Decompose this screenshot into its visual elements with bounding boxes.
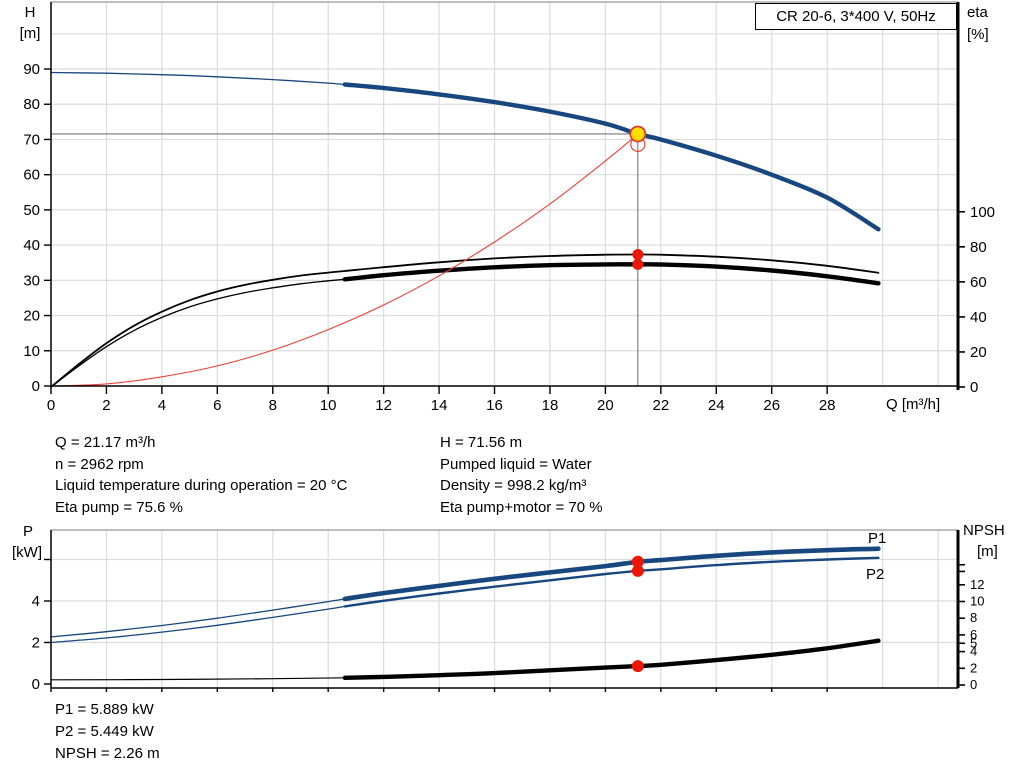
- duty-point-marker[interactable]: [629, 125, 647, 143]
- curve-NPSH: [342, 638, 881, 680]
- curve-head-thin: [50, 71, 346, 86]
- p2-dot: [631, 564, 644, 577]
- axis-tick-label: 20: [597, 397, 614, 414]
- curve-P1: [342, 546, 881, 602]
- h-axis-unit: [m]: [19, 25, 41, 42]
- curve-P1-thin: [50, 598, 346, 638]
- axis-tick-label: 10: [970, 594, 984, 609]
- eta-axis-unit: [%]: [967, 26, 989, 43]
- axis-tick-label: 22: [652, 397, 669, 414]
- axis-tick-label: 0: [970, 379, 978, 396]
- axis-tick-label: 20: [23, 308, 40, 325]
- duty-info-left: Q = 21.17 m³/h n = 2962 rpm Liquid tempe…: [55, 432, 347, 518]
- curve-P2-thin: [50, 605, 346, 644]
- axis-tick-label: 70: [23, 131, 40, 148]
- info-line: Eta pump = 75.6 %: [55, 498, 183, 516]
- axis-tick-label: 90: [23, 61, 40, 78]
- axis-tick-label: 5: [970, 635, 977, 650]
- curve-P2: [343, 556, 880, 608]
- axis-tick-label: 2: [32, 635, 40, 652]
- axis-tick-label: 50: [23, 202, 40, 219]
- axis-tick-label: 8: [269, 397, 277, 414]
- curve-NPSH-thin: [50, 677, 346, 681]
- series-label-P1: P1: [868, 530, 886, 547]
- axis-tick-label: 0: [32, 676, 40, 693]
- info-line: P1 = 5.889 kW: [55, 701, 154, 718]
- eta-pump-dot: [632, 249, 644, 261]
- axis-tick-label: 28: [819, 397, 836, 414]
- axis-tick-label: 6: [970, 627, 977, 642]
- axis-tick-label: 8: [970, 610, 977, 625]
- curve-head: [342, 82, 881, 232]
- axis-tick-label: 40: [23, 237, 40, 254]
- axis-tick-label: 10: [320, 397, 337, 414]
- axis-tick-label: 60: [23, 167, 40, 184]
- duty-info-right: H = 71.56 m Pumped liquid = Water Densit…: [440, 432, 603, 518]
- axis-tick-label: 24: [708, 397, 725, 414]
- axis-tick-label: 60: [970, 274, 987, 291]
- info-line: Liquid temperature during operation = 20…: [55, 477, 348, 494]
- p-axis-label: P: [22, 523, 33, 540]
- axis-tick-label: 20: [970, 344, 987, 361]
- info-line: Eta pump+motor = 70 %: [440, 498, 603, 516]
- axis-tick-label: 2: [970, 660, 977, 675]
- power-info: P1 = 5.889 kW P2 = 5.449 kW NPSH = 2.26 …: [55, 699, 160, 765]
- axis-tick-label: 26: [763, 397, 780, 414]
- curve-eta-pump-motor-thin: [50, 278, 346, 388]
- npsh-axis-unit: [m]: [977, 543, 998, 560]
- axis-tick-label: 4: [32, 593, 40, 610]
- info-line: Pumped liquid = Water: [440, 455, 592, 473]
- axis-tick-label: 2: [102, 397, 110, 414]
- npsh-axis-label: NPSH: [963, 522, 1005, 539]
- info-line: NPSH = 2.26 m: [55, 745, 160, 762]
- axis-tick-label: 80: [970, 239, 987, 256]
- axis-tick-label: 12: [970, 577, 984, 592]
- eta-pump-motor-dot: [632, 258, 644, 270]
- series-label-P2: P2: [866, 566, 884, 583]
- axis-tick-label: 12: [375, 397, 392, 414]
- info-line: P2 = 5.449 kW: [55, 723, 154, 740]
- axis-tick-label: 4: [158, 397, 166, 414]
- eta-axis-label: eta: [967, 4, 988, 21]
- axis-tick-label: 80: [23, 96, 40, 113]
- axis-tick-label: 0: [970, 677, 977, 692]
- info-line: Density = 998.2 kg/m³: [440, 477, 587, 494]
- axis-tick-label: 30: [23, 272, 40, 289]
- h-axis-label: H: [24, 4, 36, 21]
- q-axis-label: Q [m³/h]: [886, 396, 941, 413]
- curve-eta-pump: [50, 253, 880, 388]
- axis-tick-label: 6: [213, 397, 221, 414]
- p1-dot: [631, 555, 644, 568]
- info-line: H = 71.56 m: [440, 434, 523, 451]
- axis-tick-label: 4: [970, 644, 977, 659]
- axis-tick-label: 18: [542, 397, 559, 414]
- axis-tick-label: 0: [47, 397, 55, 414]
- axis-tick-label: 100: [970, 204, 995, 221]
- axis-tick-label: 10: [23, 343, 40, 360]
- info-line: Q = 21.17 m³/h: [55, 434, 156, 451]
- axis-tick-label: 14: [431, 397, 448, 414]
- curve-system-curve: [50, 133, 639, 387]
- axis-tick-label: 16: [486, 397, 503, 414]
- curve-eta-pump-motor: [342, 262, 881, 286]
- axis-tick-label: 40: [970, 309, 987, 326]
- pump-model-box: CR 20-6, 3*400 V, 50Hz: [755, 3, 957, 30]
- info-line: n = 2962 rpm: [55, 455, 144, 473]
- axis-tick-label: 0: [32, 378, 40, 395]
- p-axis-unit: [kW]: [12, 544, 42, 561]
- npsh-dot: [631, 660, 644, 673]
